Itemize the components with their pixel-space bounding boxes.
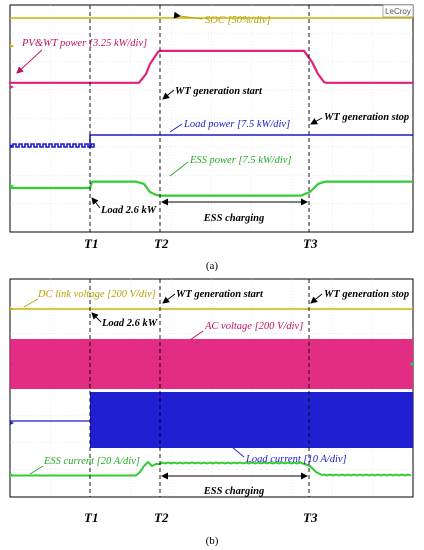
ess-charging-label-b: ESS charging (203, 486, 264, 497)
load-current-band (90, 392, 413, 448)
wt-start-label-a: WT generation start (175, 86, 263, 97)
caption-b: (b) (206, 535, 219, 547)
load-current-label: Load current [10 A/div] (245, 454, 347, 465)
t3-label-a: T3 (303, 236, 318, 251)
wt-start-arrow-a (162, 89, 175, 100)
ess-current-trace (9, 460, 412, 477)
load-event-arrow-b (91, 312, 102, 323)
load-current-arrow (231, 446, 245, 458)
wt-stop-label-a: WT generation stop (324, 112, 409, 123)
caption-a: (a) (206, 260, 219, 272)
panel-a-grid (10, 5, 413, 232)
lecroy-logo: LeCroy (382, 4, 414, 18)
load-power-trace (10, 134, 413, 148)
soc-arrow (173, 11, 203, 20)
panel-a: LeCroy SOC [50%/div] (8, 4, 414, 233)
ac-voltage-band (10, 339, 413, 389)
dc-link-label: DC link voltage [200 V/div] (37, 289, 156, 300)
series-load-current (10, 392, 413, 448)
load-event-arrow-a (91, 197, 101, 209)
panel-a-channel-markers (10, 44, 14, 188)
dc-link-arrow (23, 298, 39, 308)
panel-b-time-lines (89, 279, 310, 497)
t1-label-b: T1 (84, 510, 98, 525)
wt-start-arrow-b (162, 293, 176, 304)
series-ess (10, 180, 413, 197)
t1-label-a: T1 (84, 236, 98, 251)
panel-b-channel-markers (10, 307, 413, 477)
wt-stop-arrow-b (310, 293, 323, 304)
pvwt-arrow (16, 49, 43, 74)
panel-a-time-lines (89, 5, 310, 232)
t2-label-b: T2 (154, 510, 169, 525)
series-ess-current (9, 460, 412, 477)
ess-charging-label-a: ESS charging (203, 213, 264, 224)
load-event-label-a: Load 2.6 kW (100, 205, 157, 216)
wt-stop-label-b: WT generation stop (324, 289, 409, 300)
series-pvwt (8, 49, 413, 84)
load-power-label: Load power [7.5 kW/div] (183, 119, 290, 130)
panel-b: DC link voltage [200 V/div] WT generatio… (9, 278, 414, 498)
t2-label-a: T2 (154, 236, 169, 251)
ac-voltage-label: AC voltage [200 V/div] (204, 321, 303, 332)
ess-power-arrow (169, 161, 189, 177)
brand-label: LeCroy (385, 7, 411, 16)
t3-label-b: T3 (303, 510, 318, 525)
series-load (10, 134, 413, 148)
panel-a-time-labels: T1 T2 T3 (84, 236, 318, 251)
series-ac-voltage (10, 339, 413, 389)
load-power-arrow (169, 123, 183, 133)
pvwt-label: PV&WT power [3.25 kW/div] (21, 38, 147, 49)
ess-current-label: ESS current [20 A/div] (43, 456, 140, 467)
ess-current-arrow (29, 465, 44, 475)
ess-power-trace (10, 180, 413, 197)
wt-start-label-b: WT generation start (176, 289, 264, 300)
ac-voltage-arrow (189, 330, 204, 341)
load-event-label-b: Load 2.6 kW (101, 318, 158, 329)
wt-stop-arrow-a (310, 117, 323, 125)
soc-label: SOC [50%/div] (205, 15, 271, 26)
ess-power-label: ESS power [7.5 kW/div] (189, 155, 292, 166)
panel-b-time-labels: T1 T2 T3 (84, 510, 318, 525)
pvwt-power-trace (8, 49, 413, 84)
